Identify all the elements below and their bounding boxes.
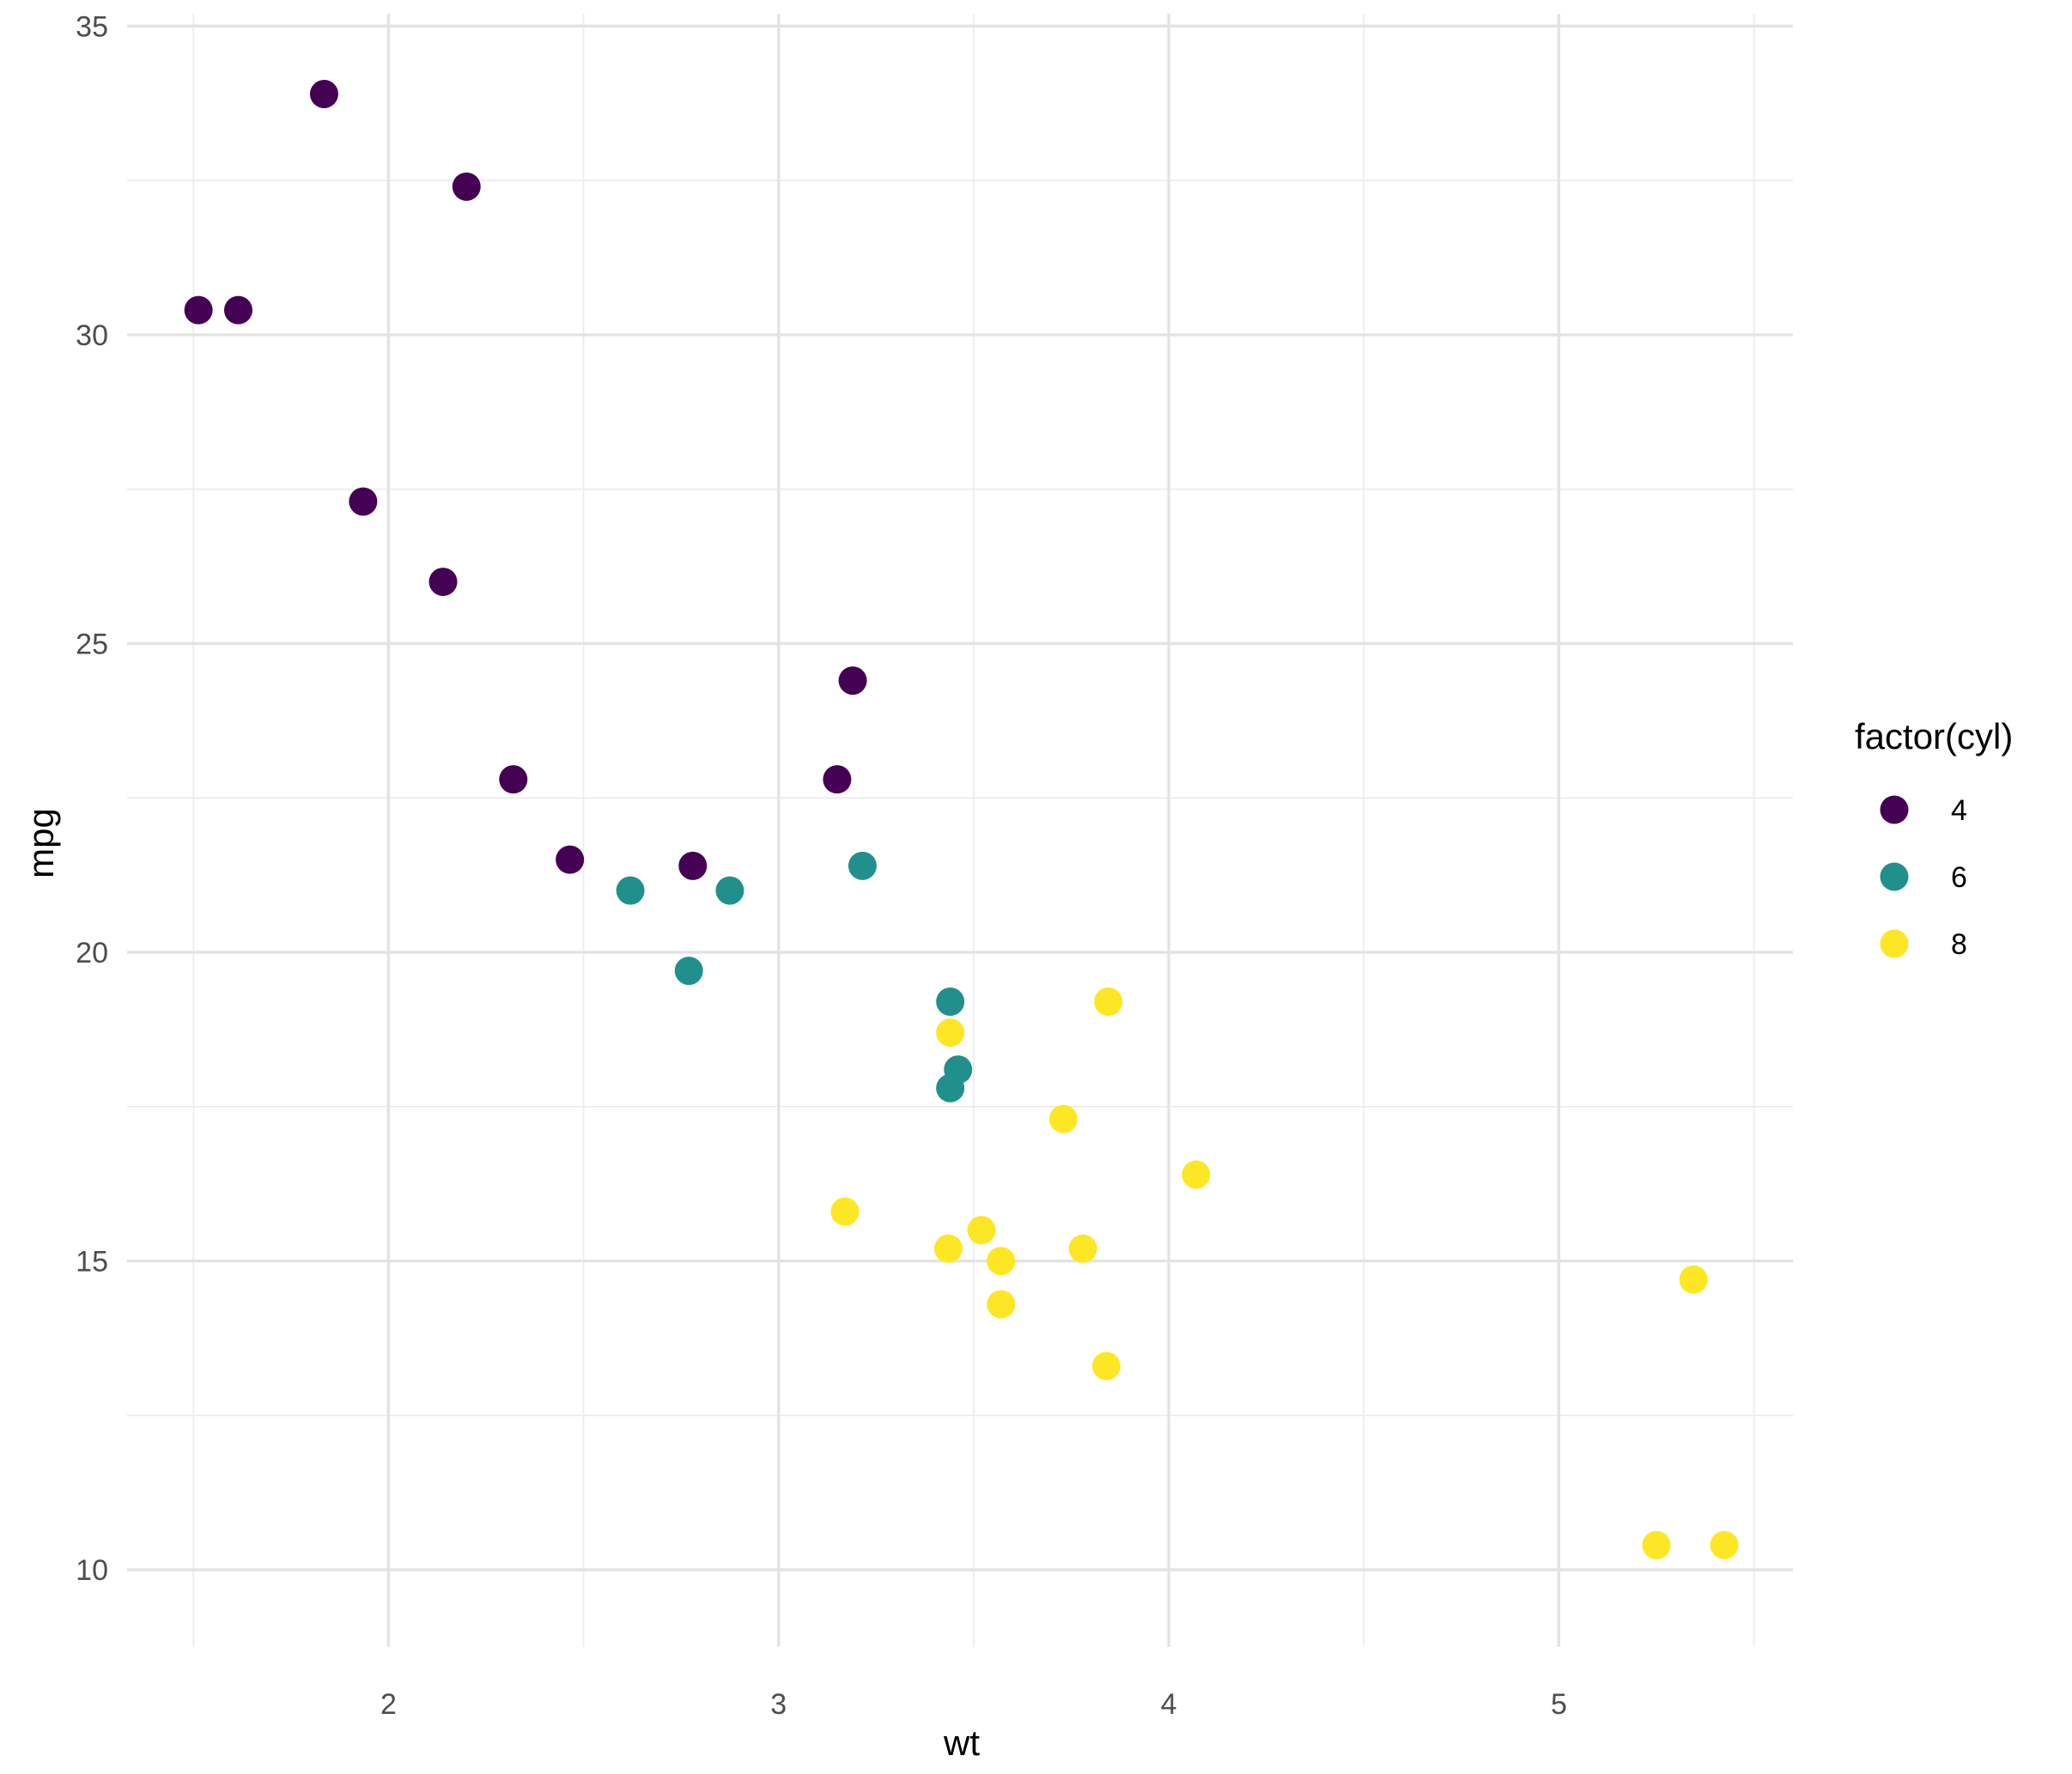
- y-tick-label: 35: [76, 10, 108, 43]
- legend-title: factor(cyl): [1855, 716, 2013, 756]
- data-point: [1094, 987, 1123, 1017]
- series-8: [830, 987, 1739, 1559]
- grid: [127, 14, 1793, 1647]
- data-point: [823, 765, 852, 794]
- legend-label: 6: [1951, 861, 1967, 894]
- series-4: [184, 79, 867, 880]
- data-point: [1068, 1234, 1097, 1263]
- data-point: [936, 1018, 965, 1048]
- data-point: [678, 851, 708, 880]
- y-tick-label: 30: [76, 319, 108, 352]
- y-tick-label: 20: [76, 937, 108, 969]
- legend-item-4: 4: [1880, 794, 1967, 827]
- data-point: [309, 79, 338, 108]
- data-point: [967, 1216, 996, 1245]
- data-point: [848, 851, 877, 880]
- tick-labels: 2 3 4 5 10 15 20 25 30 35: [76, 10, 1567, 1721]
- y-tick-label: 15: [76, 1246, 108, 1279]
- data-point: [499, 765, 528, 794]
- legend-item-8: 8: [1880, 928, 1967, 961]
- data-point: [1710, 1530, 1739, 1559]
- x-tick-label: 5: [1551, 1688, 1567, 1721]
- data-point: [936, 987, 965, 1017]
- data-point: [349, 487, 378, 516]
- legend-label: 8: [1951, 928, 1967, 961]
- legend-items: 4 6 8: [1880, 794, 1967, 961]
- data-point: [1091, 1352, 1121, 1381]
- data-point: [1679, 1265, 1708, 1294]
- legend-key: [1880, 929, 1909, 958]
- x-tick-label: 4: [1161, 1688, 1177, 1721]
- legend-key: [1880, 795, 1909, 824]
- data-point: [838, 666, 867, 696]
- series-6: [616, 851, 973, 1103]
- data-point: [556, 845, 585, 874]
- x-axis-title: wt: [943, 1722, 980, 1763]
- x-tick-label: 2: [380, 1688, 397, 1721]
- y-axis-title: mpg: [21, 808, 61, 878]
- data-point: [452, 172, 481, 201]
- data-point: [223, 295, 252, 325]
- data-point: [428, 568, 458, 597]
- data-point: [933, 1234, 963, 1263]
- data-point: [987, 1290, 1016, 1319]
- legend-item-6: 6: [1880, 861, 1967, 894]
- data-point: [1182, 1160, 1211, 1189]
- data-point: [674, 957, 703, 986]
- x-tick-label: 3: [770, 1688, 787, 1721]
- legend-key: [1880, 862, 1909, 891]
- data-points: [184, 79, 1739, 1559]
- data-point: [715, 876, 744, 905]
- data-point: [1642, 1530, 1671, 1559]
- data-point: [184, 295, 213, 325]
- y-tick-label: 10: [76, 1554, 108, 1587]
- y-tick-label: 25: [76, 628, 108, 660]
- data-point: [936, 1073, 965, 1103]
- data-point: [987, 1247, 1016, 1276]
- legend: factor(cyl) 4 6 8: [1855, 716, 2013, 961]
- legend-label: 4: [1951, 794, 1967, 827]
- data-point: [616, 876, 645, 905]
- data-point: [1048, 1104, 1078, 1133]
- data-point: [830, 1197, 860, 1226]
